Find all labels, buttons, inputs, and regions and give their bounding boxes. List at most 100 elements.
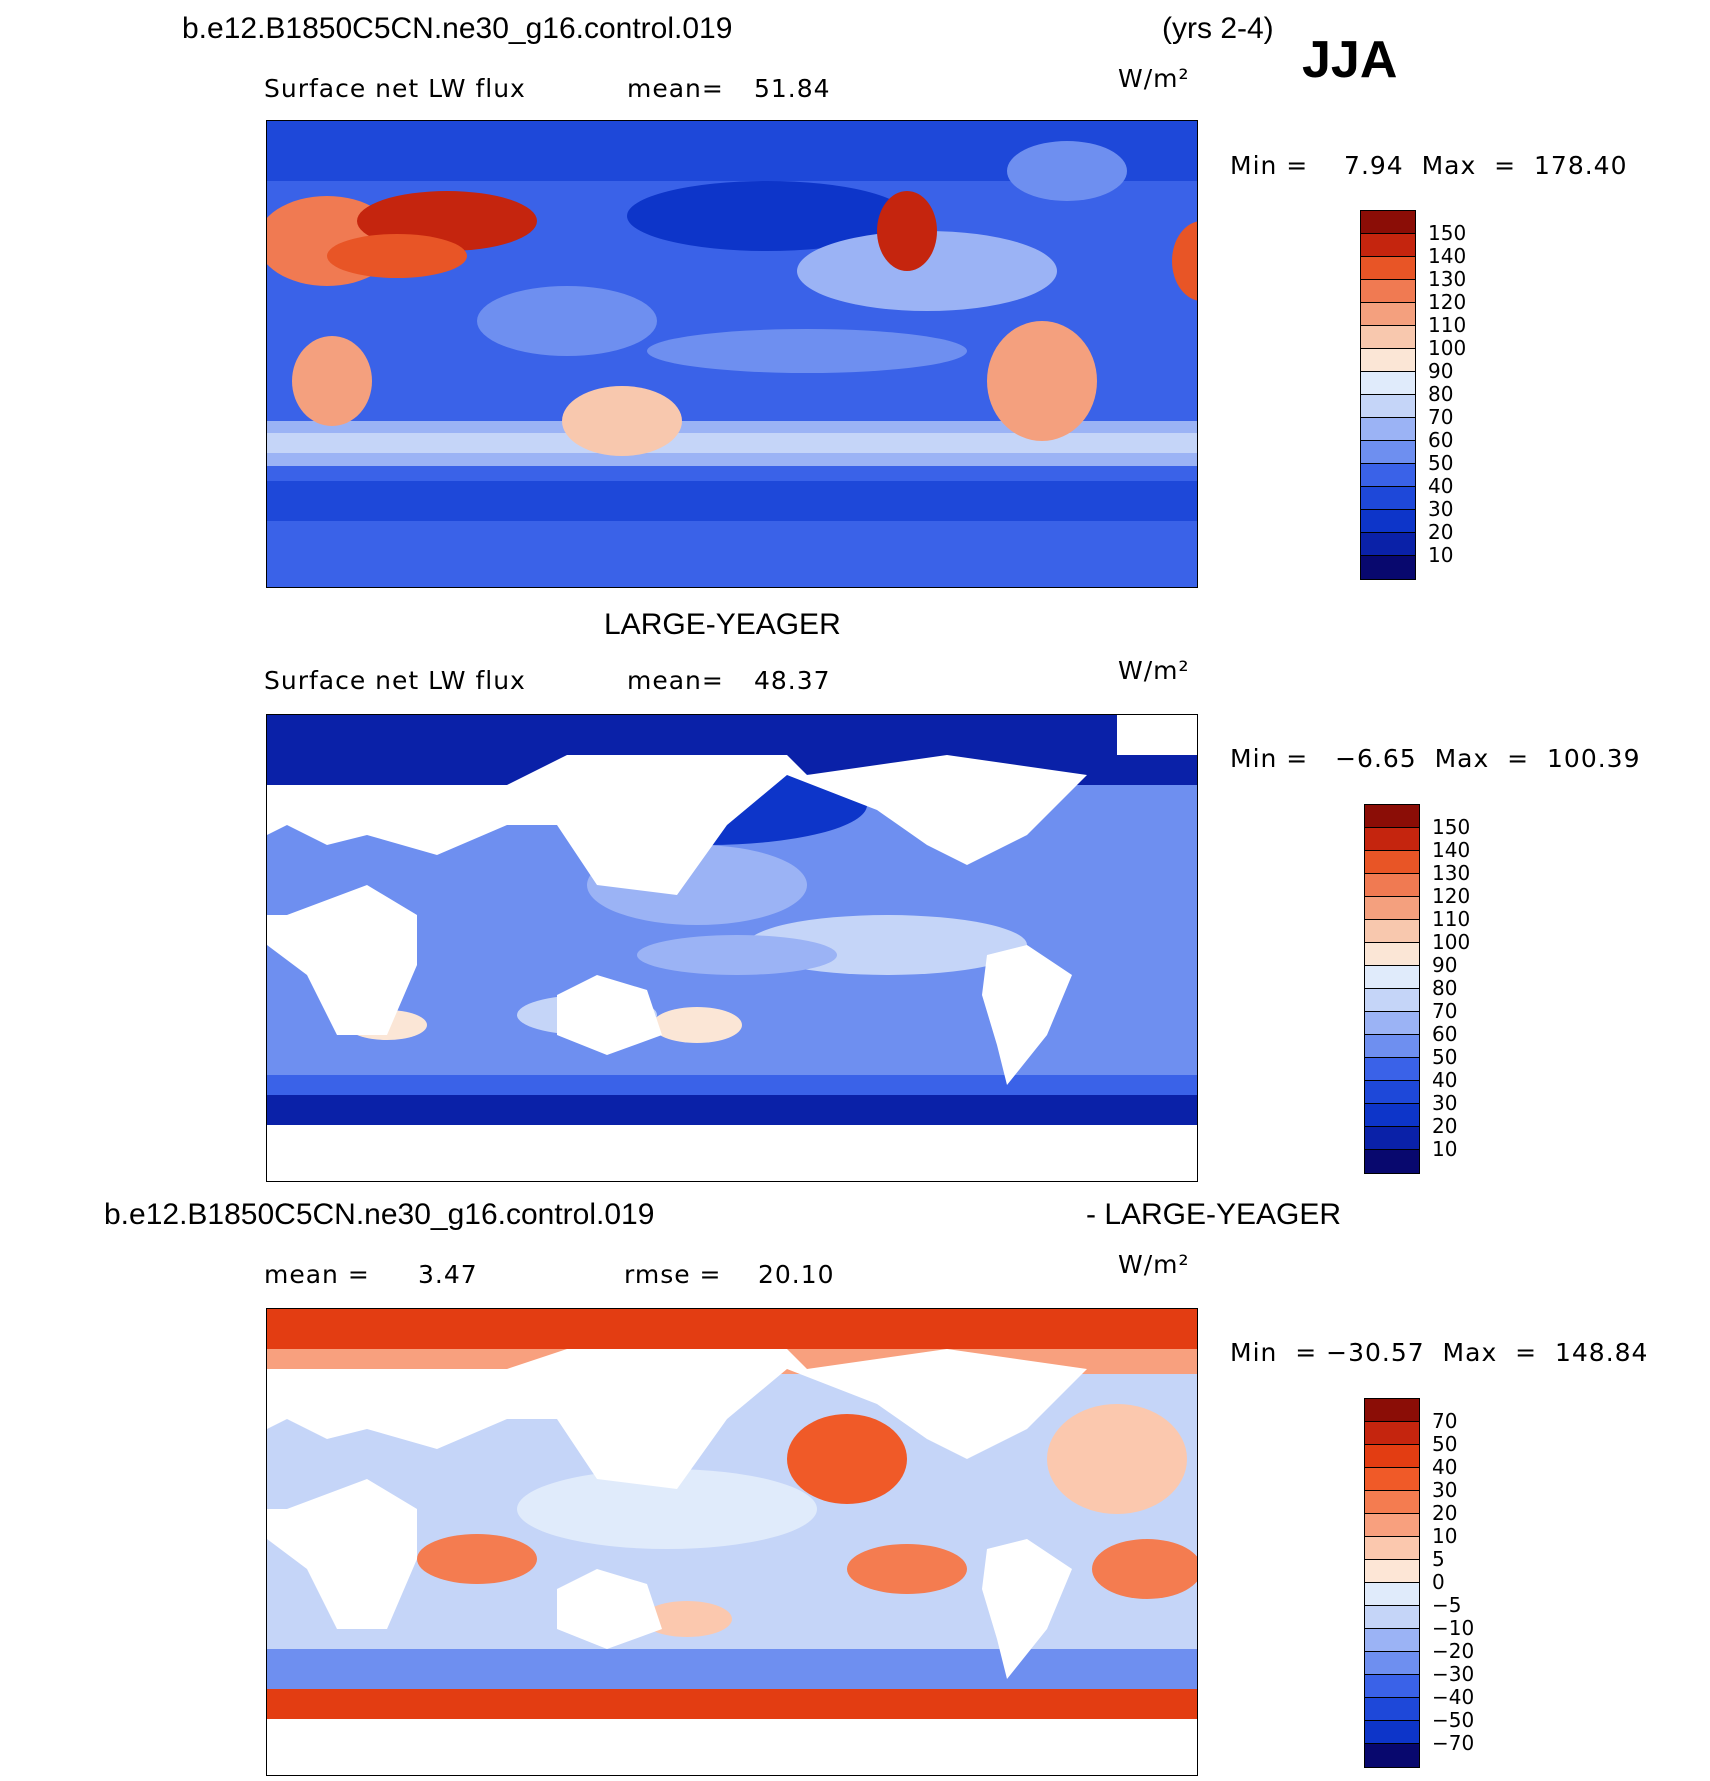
panel3-mean-value: 3.47 — [418, 1260, 478, 1289]
colorbar-tick-label: 40 — [1432, 1068, 1458, 1092]
colorbar-swatch — [1365, 1104, 1419, 1127]
colorbar-tick-label: 120 — [1432, 884, 1471, 908]
map-model — [266, 120, 1198, 588]
panel1-minmax: Min = 7.94 Max = 178.40 — [1230, 151, 1628, 180]
colorbar-tick-label: −30 — [1432, 1662, 1475, 1686]
colorbar-swatch — [1365, 1399, 1419, 1422]
colorbar-tick-label: 130 — [1432, 861, 1471, 885]
colorbar-swatch — [1365, 1652, 1419, 1675]
colorbar-swatch — [1365, 920, 1419, 943]
panel2-mean-label: mean= — [627, 666, 724, 695]
colorbar-swatch — [1361, 280, 1415, 303]
colorbar-swatch — [1365, 1081, 1419, 1104]
colorbar-swatch — [1365, 1537, 1419, 1560]
colorbar-tick-label: 5 — [1432, 1547, 1445, 1571]
colorbar-tick-label: 50 — [1428, 451, 1454, 475]
colorbar-tick-label: 60 — [1428, 428, 1454, 452]
panel3-rmse-value: 20.10 — [758, 1260, 835, 1289]
colorbar-swatch — [1361, 533, 1415, 556]
panel3-minmax: Min = −30.57 Max = 148.84 — [1230, 1338, 1649, 1367]
colorbar-swatch — [1365, 1035, 1419, 1058]
panel3-mean-label: mean = — [264, 1260, 370, 1289]
colorbar-swatch — [1365, 1675, 1419, 1698]
map-obs — [266, 714, 1198, 1182]
colorbar-tick-label: 40 — [1428, 474, 1454, 498]
colorbar-tick-label: 30 — [1432, 1478, 1458, 1502]
colorbar-swatch — [1365, 966, 1419, 989]
colorbar-swatch — [1365, 828, 1419, 851]
colorbar-swatch — [1365, 1445, 1419, 1468]
case-title: b.e12.B1850C5CN.ne30_g16.control.019 — [182, 12, 733, 45]
colorbar-swatch — [1365, 1491, 1419, 1514]
colorbar-swatch — [1361, 211, 1415, 234]
colorbar-tick-label: −40 — [1432, 1685, 1475, 1709]
colorbar-tick-label: 90 — [1432, 953, 1458, 977]
colorbar-tick-label: 70 — [1432, 1409, 1458, 1433]
colorbar-tick-label: −50 — [1432, 1708, 1475, 1732]
colorbar-swatch — [1365, 1150, 1419, 1173]
colorbar-swatch — [1365, 897, 1419, 920]
panel3-rmse-label: rmse = — [624, 1260, 722, 1289]
colorbar-tick-label: 10 — [1432, 1524, 1458, 1548]
panel1-variable: Surface net LW flux — [264, 74, 526, 103]
colorbar-swatch — [1361, 234, 1415, 257]
colorbar-swatch — [1365, 1422, 1419, 1445]
panel2-variable: Surface net LW flux — [264, 666, 526, 695]
panel2-units: W/m² — [1118, 656, 1190, 685]
colorbar-swatch — [1361, 372, 1415, 395]
colorbar-tick-label: 60 — [1432, 1022, 1458, 1046]
colorbar-tick-label: −70 — [1432, 1731, 1475, 1755]
colorbar-swatch — [1365, 1058, 1419, 1081]
panel2-mean-value: 48.37 — [754, 666, 831, 695]
colorbar-swatch — [1361, 556, 1415, 579]
colorbar-tick-label: 70 — [1428, 405, 1454, 429]
colorbar-swatch — [1361, 349, 1415, 372]
panel1-mean-value: 51.84 — [754, 74, 831, 103]
colorbar-tick-label: 80 — [1428, 382, 1454, 406]
colorbar-model — [1360, 210, 1416, 580]
colorbar-tick-label: 20 — [1432, 1114, 1458, 1138]
colorbar-swatch — [1361, 395, 1415, 418]
colorbar-swatch — [1365, 1721, 1419, 1744]
panel1-units: W/m² — [1118, 64, 1190, 93]
colorbar-swatch — [1361, 510, 1415, 533]
colorbar-tick-label: 140 — [1428, 244, 1467, 268]
colorbar-swatch — [1365, 1606, 1419, 1629]
colorbar-tick-label: 50 — [1432, 1432, 1458, 1456]
colorbar-tick-label: 130 — [1428, 267, 1467, 291]
colorbar-tick-label: 100 — [1432, 930, 1471, 954]
colorbar-swatch — [1365, 1744, 1419, 1767]
colorbar-swatch — [1361, 326, 1415, 349]
colorbar-tick-label: 100 — [1428, 336, 1467, 360]
colorbar-swatch — [1365, 943, 1419, 966]
colorbar-swatch — [1365, 1698, 1419, 1721]
season-label: JJA — [1302, 31, 1398, 89]
colorbar-swatch — [1365, 1127, 1419, 1150]
colorbar-tick-label: −5 — [1432, 1593, 1462, 1617]
colorbar-swatch — [1365, 1560, 1419, 1583]
colorbar-swatch — [1365, 805, 1419, 828]
colorbar-tick-label: 150 — [1428, 221, 1467, 245]
colorbar-tick-label: 20 — [1432, 1501, 1458, 1525]
colorbar-swatch — [1365, 874, 1419, 897]
colorbar-diff — [1364, 1398, 1420, 1768]
panel2-minmax: Min = −6.65 Max = 100.39 — [1230, 744, 1641, 773]
colorbar-tick-label: 40 — [1432, 1455, 1458, 1479]
colorbar-swatch — [1365, 1012, 1419, 1035]
colorbar-swatch — [1361, 441, 1415, 464]
panel3-title-left: b.e12.B1850C5CN.ne30_g16.control.019 — [104, 1198, 655, 1231]
colorbar-swatch — [1365, 1514, 1419, 1537]
colorbar-swatch — [1365, 1468, 1419, 1491]
colorbar-tick-label: 110 — [1432, 907, 1471, 931]
colorbar-tick-label: 20 — [1428, 520, 1454, 544]
colorbar-swatch — [1365, 989, 1419, 1012]
colorbar-swatch — [1361, 303, 1415, 326]
colorbar-tick-label: 70 — [1432, 999, 1458, 1023]
colorbar-tick-label: 120 — [1428, 290, 1467, 314]
colorbar-swatch — [1361, 418, 1415, 441]
colorbar-tick-label: 10 — [1432, 1137, 1458, 1161]
colorbar-tick-label: 30 — [1432, 1091, 1458, 1115]
colorbar-tick-label: 0 — [1432, 1570, 1445, 1594]
colorbar-swatch — [1365, 1629, 1419, 1652]
colorbar-tick-label: 140 — [1432, 838, 1471, 862]
